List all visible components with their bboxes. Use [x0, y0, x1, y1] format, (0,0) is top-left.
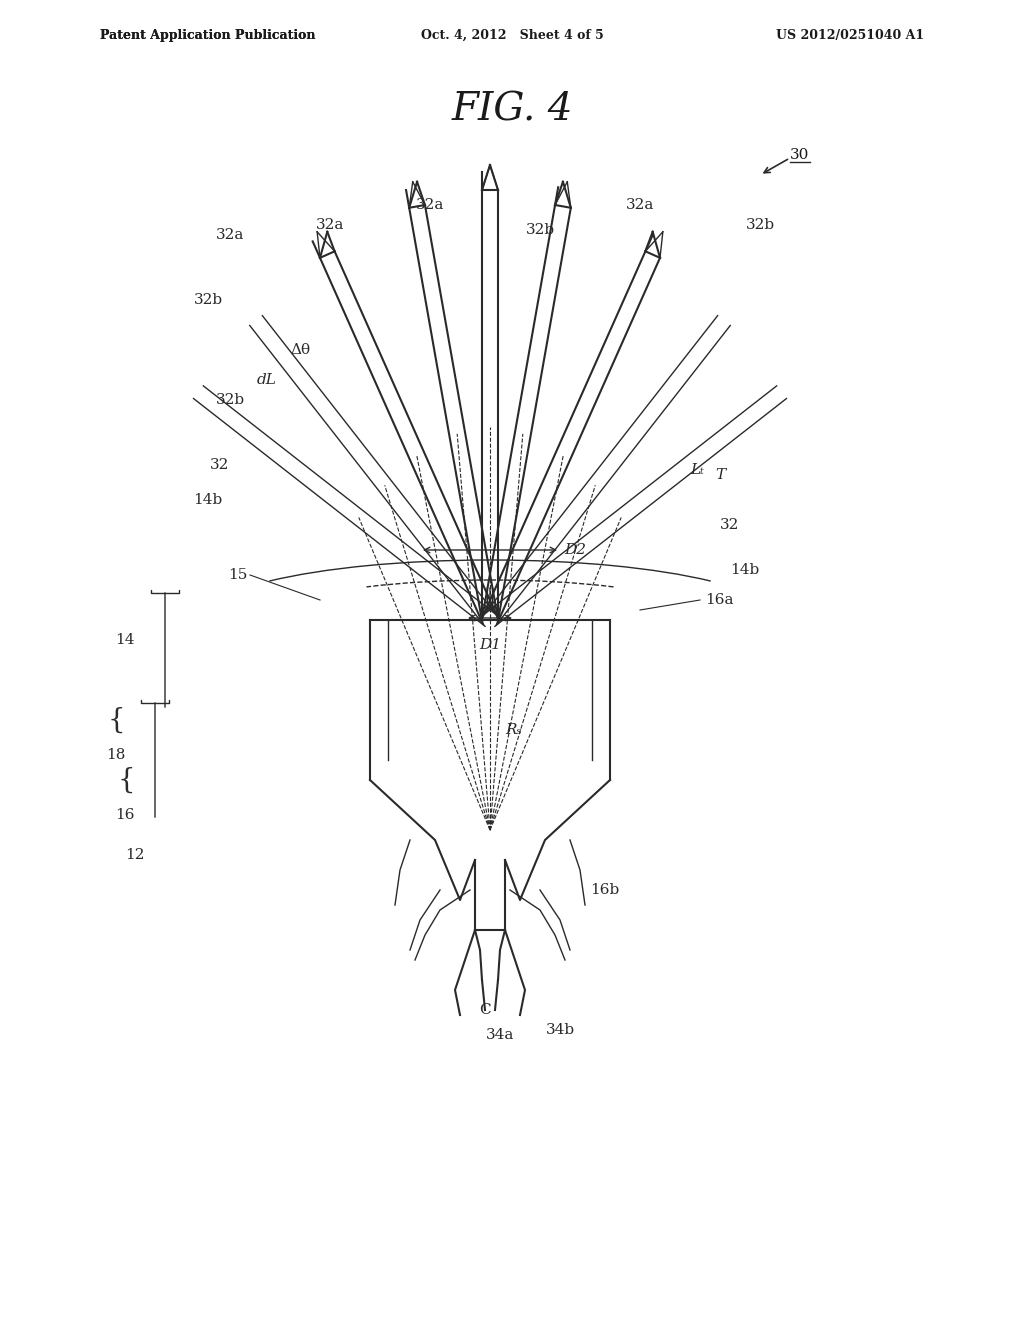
- Text: 14b: 14b: [730, 564, 759, 577]
- Text: 34b: 34b: [546, 1023, 574, 1038]
- Text: 32: 32: [210, 458, 229, 473]
- Text: C: C: [479, 1003, 490, 1016]
- Text: 32b: 32b: [525, 223, 555, 238]
- Text: FIG. 4: FIG. 4: [452, 91, 572, 128]
- Text: 14: 14: [116, 634, 135, 647]
- Text: 32a: 32a: [626, 198, 654, 213]
- Text: 32a: 32a: [416, 198, 444, 213]
- Text: Rₛ: Rₛ: [505, 723, 521, 737]
- Text: 18: 18: [105, 748, 125, 762]
- Text: 32b: 32b: [745, 218, 774, 232]
- Text: 15: 15: [228, 568, 248, 582]
- Text: 32: 32: [720, 517, 739, 532]
- Text: 34a: 34a: [485, 1028, 514, 1041]
- Text: D1: D1: [479, 638, 501, 652]
- Text: 30: 30: [790, 148, 809, 162]
- Text: T: T: [715, 469, 725, 482]
- Text: 32a: 32a: [315, 218, 344, 232]
- Text: dL: dL: [257, 374, 276, 387]
- Text: {: {: [118, 767, 135, 793]
- Text: 32b: 32b: [215, 393, 245, 407]
- Text: D2: D2: [564, 543, 586, 557]
- Text: Lₜ: Lₜ: [690, 463, 703, 477]
- Text: 12: 12: [126, 847, 145, 862]
- Text: 32b: 32b: [194, 293, 222, 308]
- Text: 32a: 32a: [216, 228, 244, 242]
- Text: 16b: 16b: [590, 883, 620, 898]
- Text: 14b: 14b: [194, 492, 222, 507]
- Text: Oct. 4, 2012   Sheet 4 of 5: Oct. 4, 2012 Sheet 4 of 5: [421, 29, 603, 41]
- Text: Δθ: Δθ: [290, 343, 310, 356]
- Text: US 2012/0251040 A1: US 2012/0251040 A1: [776, 29, 924, 41]
- Text: Patent Application Publication: Patent Application Publication: [100, 29, 315, 41]
- Text: 16a: 16a: [705, 593, 733, 607]
- Text: Patent Application Publication: Patent Application Publication: [100, 29, 315, 41]
- Text: 16: 16: [116, 808, 135, 822]
- Text: {: {: [108, 706, 125, 734]
